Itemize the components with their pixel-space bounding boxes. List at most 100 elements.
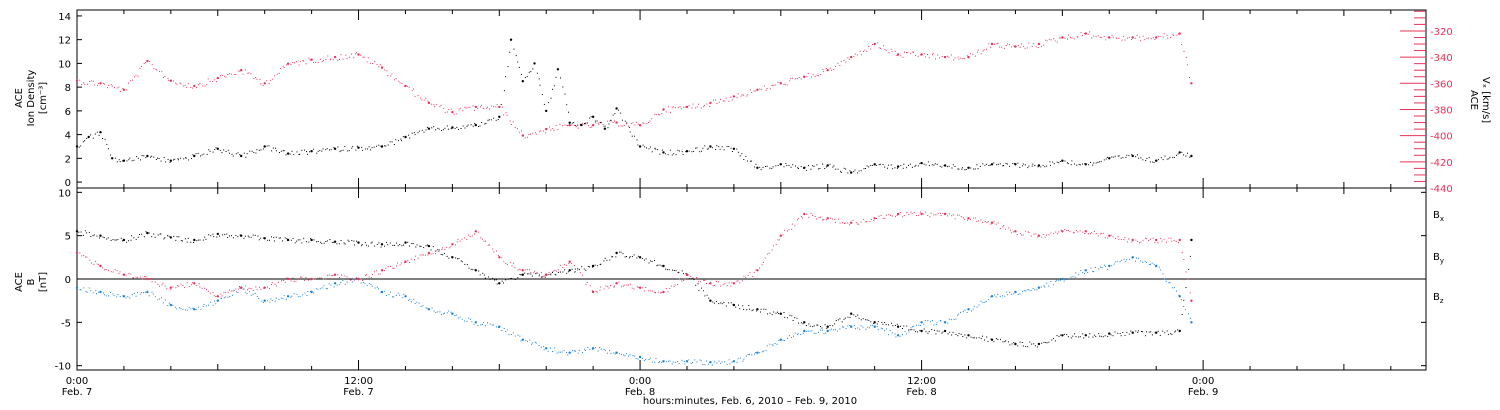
vx-point xyxy=(670,111,671,113)
b-point xyxy=(336,284,338,286)
y-label-line: B xyxy=(26,278,37,285)
b-point xyxy=(626,256,627,257)
density-point xyxy=(1009,165,1011,167)
b-point xyxy=(726,285,728,287)
b-point xyxy=(519,273,521,275)
density-point xyxy=(131,160,133,162)
density-point xyxy=(896,165,900,168)
b-point xyxy=(99,290,102,294)
b-point xyxy=(759,267,760,269)
vx-point xyxy=(474,105,477,109)
b-point xyxy=(383,270,385,272)
b-point xyxy=(820,326,821,327)
b-point xyxy=(853,314,855,316)
x-tick-label: 0:00 xyxy=(1192,376,1214,387)
vx-point xyxy=(553,129,555,131)
b-point xyxy=(649,357,651,359)
b-point xyxy=(397,262,398,264)
b-point xyxy=(896,323,898,325)
b-point xyxy=(113,295,115,297)
b-point xyxy=(1010,229,1012,231)
b-point xyxy=(460,260,462,262)
vx-point xyxy=(818,75,819,77)
vx-point xyxy=(155,68,157,70)
b-point xyxy=(488,276,490,278)
b-point xyxy=(798,217,800,219)
density-point xyxy=(777,165,779,166)
b-point xyxy=(756,308,759,311)
vx-point xyxy=(983,49,985,51)
b-point xyxy=(677,361,679,363)
density-point xyxy=(785,162,787,164)
b-point xyxy=(993,341,995,343)
vx-point xyxy=(1178,32,1181,35)
b-point xyxy=(1012,231,1014,233)
b-point xyxy=(231,290,233,292)
b-point xyxy=(215,296,217,297)
b-point xyxy=(541,276,543,278)
b-point xyxy=(487,322,488,324)
b-point xyxy=(625,353,627,355)
b-point xyxy=(292,238,294,239)
b-point xyxy=(566,352,568,353)
b-point xyxy=(910,327,912,329)
vx-point xyxy=(1173,34,1175,36)
b-point xyxy=(340,240,342,241)
b-point xyxy=(606,259,608,261)
b-point xyxy=(967,219,968,221)
b-point xyxy=(731,361,733,363)
b-point xyxy=(837,319,839,321)
b-point xyxy=(1078,336,1080,338)
b-point xyxy=(461,238,463,240)
vx-point xyxy=(394,79,395,81)
b-point xyxy=(711,364,713,366)
density-point xyxy=(879,163,881,165)
b-point xyxy=(615,256,617,258)
b-point xyxy=(558,351,560,353)
density-point xyxy=(977,168,979,170)
vx-point xyxy=(1170,37,1172,39)
vx-point xyxy=(1162,36,1164,38)
b-point xyxy=(835,320,837,322)
b-point xyxy=(1006,291,1008,293)
vx-point xyxy=(1009,44,1011,46)
b-point xyxy=(1011,343,1013,345)
b-point xyxy=(728,359,730,361)
b-point xyxy=(315,288,317,290)
b-point xyxy=(1009,291,1011,293)
density-point xyxy=(958,168,960,170)
b-point xyxy=(678,278,680,280)
vx-point xyxy=(247,72,249,74)
density-point xyxy=(365,148,367,150)
density-point xyxy=(262,148,264,150)
b-point xyxy=(555,274,557,276)
density-point xyxy=(378,144,380,146)
b-point xyxy=(1177,329,1179,331)
b-point xyxy=(411,301,412,303)
b-point xyxy=(1162,273,1164,275)
vx-point xyxy=(1020,43,1022,45)
b-point xyxy=(297,296,299,298)
density-point xyxy=(878,164,880,166)
b-point xyxy=(684,278,686,280)
b-point xyxy=(154,296,156,298)
b-point xyxy=(943,329,947,333)
b-point xyxy=(195,285,197,287)
vx-point xyxy=(175,82,177,84)
density-point xyxy=(655,148,657,150)
b-point xyxy=(1155,331,1158,334)
b-point xyxy=(543,349,545,351)
density-point xyxy=(743,159,745,160)
b-point xyxy=(212,304,214,306)
vx-point xyxy=(514,126,516,128)
b-point xyxy=(1131,241,1133,243)
b-point xyxy=(578,269,580,271)
density-point xyxy=(723,149,725,151)
b-point xyxy=(903,325,905,327)
b-point xyxy=(469,318,471,320)
density-point xyxy=(988,165,990,166)
density-point xyxy=(541,94,543,95)
vx-point xyxy=(204,85,206,87)
density-point xyxy=(520,74,522,75)
b-point xyxy=(609,350,610,352)
